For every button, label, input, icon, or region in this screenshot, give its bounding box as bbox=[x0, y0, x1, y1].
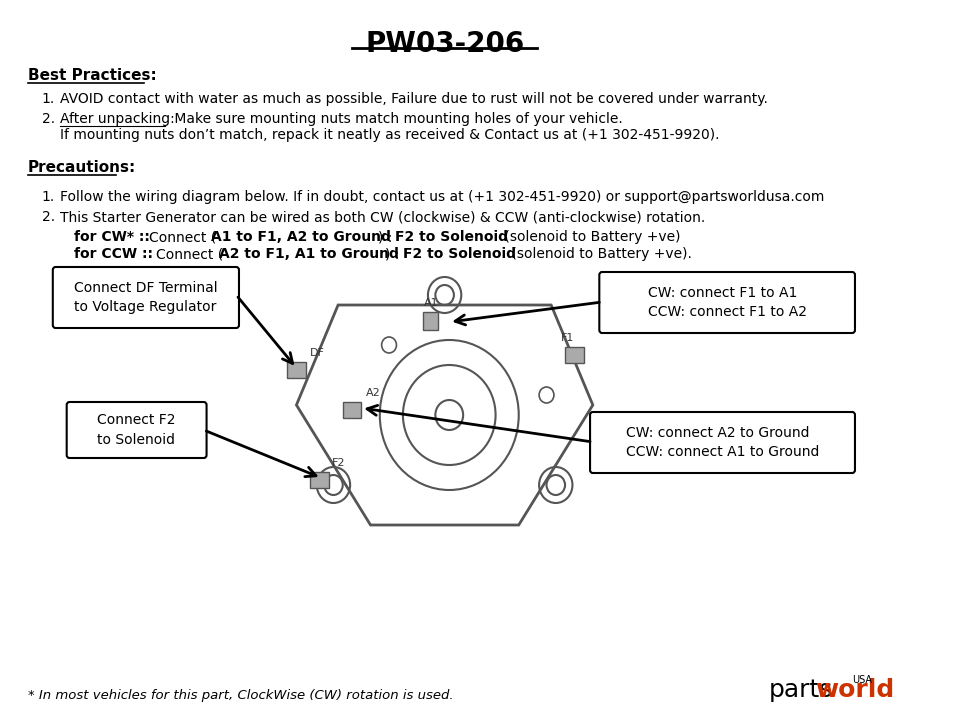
Bar bbox=[423, 312, 438, 330]
Text: CW: connect F1 to A1
CCW: connect F1 to A2: CW: connect F1 to A1 CCW: connect F1 to … bbox=[648, 286, 806, 319]
Bar bbox=[310, 472, 329, 488]
Text: USA: USA bbox=[852, 675, 873, 685]
Text: CW: connect A2 to Ground
CCW: connect A1 to Ground: CW: connect A2 to Ground CCW: connect A1… bbox=[626, 426, 819, 459]
Text: 2.: 2. bbox=[41, 210, 55, 224]
Text: (solenoid to Battery +ve): (solenoid to Battery +ve) bbox=[500, 230, 681, 244]
Text: 1.: 1. bbox=[41, 92, 55, 106]
Text: Best Practices:: Best Practices: bbox=[28, 68, 156, 83]
Text: Make sure mounting nuts match mounting holes of your vehicle.: Make sure mounting nuts match mounting h… bbox=[170, 112, 622, 126]
Text: Precautions:: Precautions: bbox=[28, 160, 136, 175]
FancyBboxPatch shape bbox=[599, 272, 855, 333]
Text: Connect (: Connect ( bbox=[149, 230, 216, 244]
Text: ) :: ) : bbox=[378, 230, 396, 244]
Text: Connect DF Terminal
to Voltage Regulator: Connect DF Terminal to Voltage Regulator bbox=[74, 281, 218, 314]
Text: Connect F2
to Solenoid: Connect F2 to Solenoid bbox=[97, 413, 176, 446]
Text: F2: F2 bbox=[331, 458, 345, 468]
Text: A1: A1 bbox=[423, 298, 438, 308]
Text: F2 to Solenoid: F2 to Solenoid bbox=[402, 247, 516, 261]
Text: parts: parts bbox=[769, 678, 833, 702]
Text: AVOID contact with water as much as possible, Failure due to rust will not be co: AVOID contact with water as much as poss… bbox=[60, 92, 768, 106]
Text: After unpacking:: After unpacking: bbox=[60, 112, 175, 126]
Text: F2 to Solenoid: F2 to Solenoid bbox=[396, 230, 508, 244]
Text: A2 to F1, A1 to Ground: A2 to F1, A1 to Ground bbox=[219, 247, 398, 261]
Text: F1: F1 bbox=[561, 333, 574, 343]
Text: If mounting nuts don’t match, repack it neatly as received & Contact us at (+1 3: If mounting nuts don’t match, repack it … bbox=[60, 128, 720, 142]
Text: A2: A2 bbox=[366, 388, 380, 398]
Text: world: world bbox=[815, 678, 895, 702]
Text: 1.: 1. bbox=[41, 190, 55, 204]
Text: PW03-206: PW03-206 bbox=[365, 30, 524, 58]
Text: 2.: 2. bbox=[41, 112, 55, 126]
Text: ) :: ) : bbox=[385, 247, 404, 261]
Text: for CCW ::: for CCW :: bbox=[74, 247, 163, 261]
FancyBboxPatch shape bbox=[53, 267, 239, 328]
Text: (solenoid to Battery +ve).: (solenoid to Battery +ve). bbox=[507, 247, 692, 261]
Text: This Starter Generator can be wired as both CW (clockwise) & CCW (anti-clockwise: This Starter Generator can be wired as b… bbox=[60, 210, 706, 224]
Text: Connect (: Connect ( bbox=[156, 247, 224, 261]
Bar bbox=[343, 402, 361, 418]
Text: A1 to F1, A2 to Ground: A1 to F1, A2 to Ground bbox=[211, 230, 391, 244]
Text: Follow the wiring diagram below. If in doubt, contact us at (+1 302-451-9920) or: Follow the wiring diagram below. If in d… bbox=[60, 190, 825, 204]
FancyBboxPatch shape bbox=[590, 412, 855, 473]
FancyBboxPatch shape bbox=[66, 402, 206, 458]
Text: for CW* ::: for CW* :: bbox=[74, 230, 155, 244]
Text: * In most vehicles for this part, ClockWise (CW) rotation is used.: * In most vehicles for this part, ClockW… bbox=[28, 689, 453, 702]
Bar bbox=[565, 347, 584, 363]
Bar bbox=[287, 362, 305, 378]
Text: DF: DF bbox=[310, 348, 325, 358]
